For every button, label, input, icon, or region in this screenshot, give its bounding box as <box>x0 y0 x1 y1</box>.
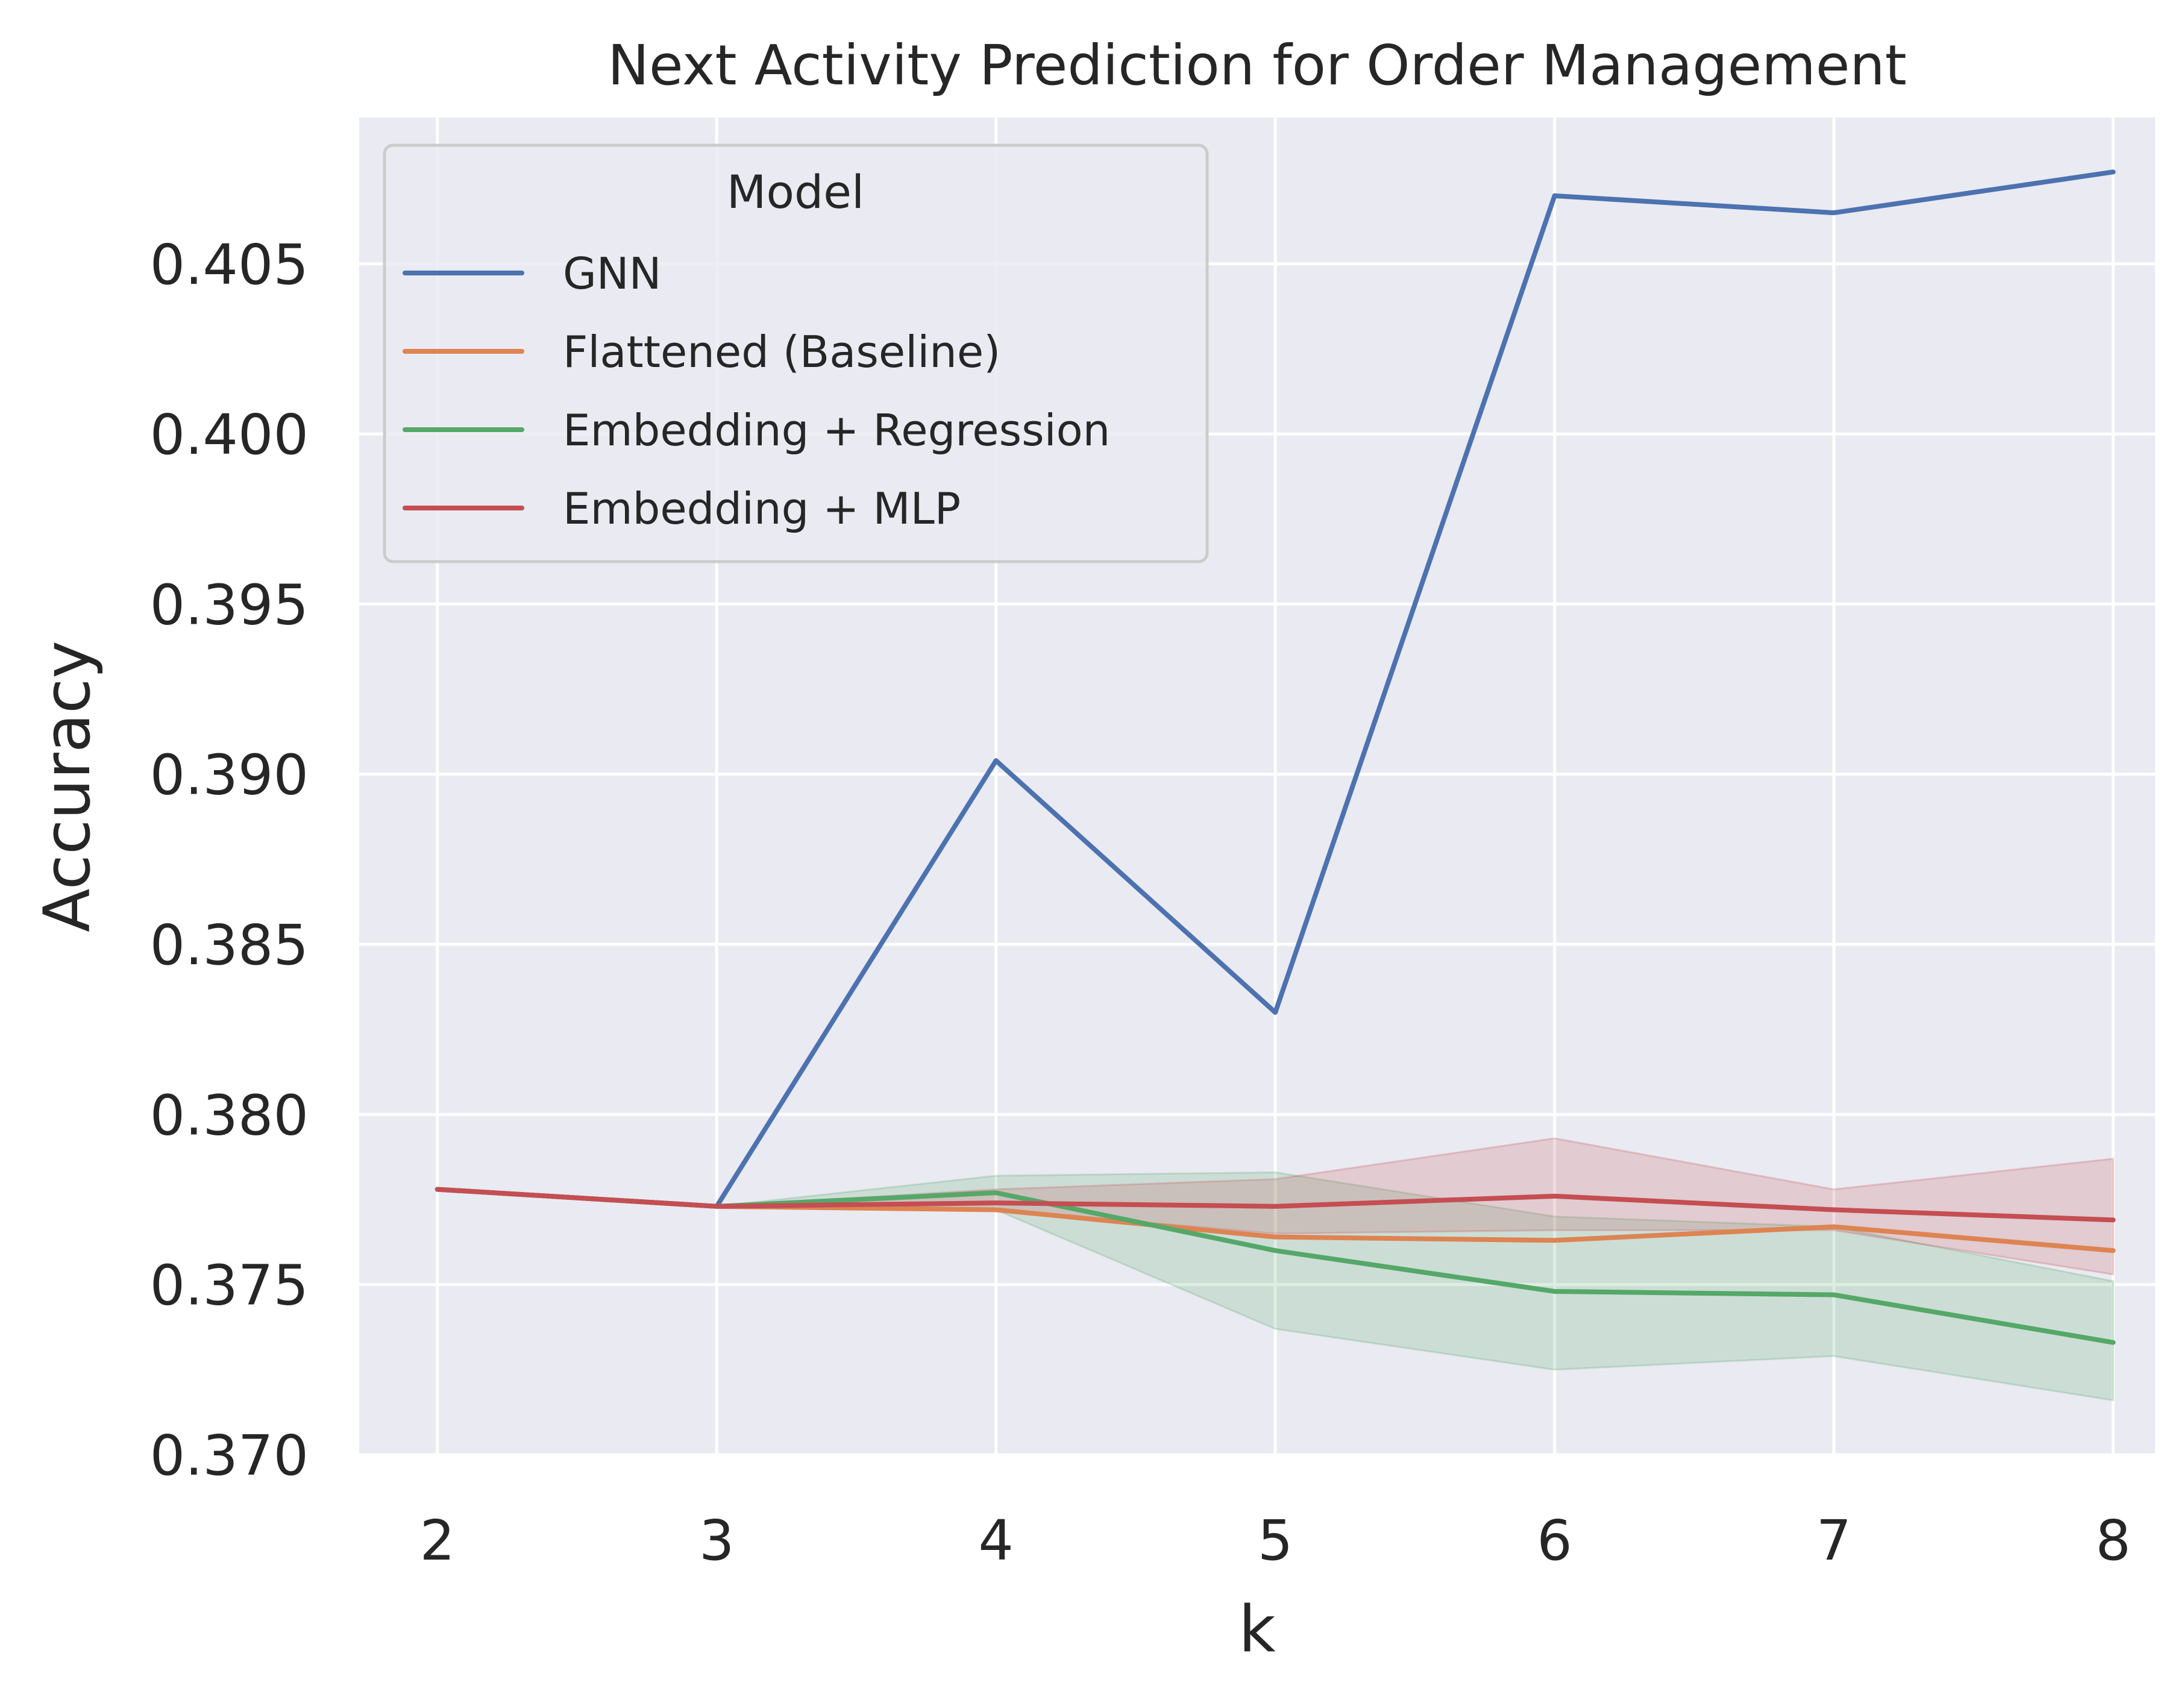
grid-lines <box>359 118 2155 1457</box>
x-tick-label: 8 <box>2095 1508 2131 1573</box>
legend-label-flattened-baseline: Flattened (Baseline) <box>563 327 1000 377</box>
y-tick-label: 0.375 <box>150 1253 309 1318</box>
x-axis-label: k <box>1238 1592 1276 1666</box>
embedding-mlp-line <box>435 1187 2116 1223</box>
legend-title: Model <box>727 165 864 219</box>
series-lines <box>435 169 2116 1345</box>
y-tick-label: 0.380 <box>150 1083 309 1147</box>
x-tick-label: 5 <box>1258 1508 1293 1573</box>
y-tick-label: 0.405 <box>150 233 309 297</box>
y-axis-label: Accuracy <box>30 641 104 932</box>
legend-box <box>383 143 1209 563</box>
y-tick-label: 0.395 <box>150 572 309 637</box>
y-tick-label: 0.390 <box>150 743 309 808</box>
x-tick-label: 7 <box>1816 1508 1852 1573</box>
chart-title: Next Activity Prediction for Order Manag… <box>607 33 1907 98</box>
axis-ticks: 2 3 4 5 6 7 8 0.370 0.375 0.380 0.385 0.390 0.395 0.4… <box>150 233 2131 1573</box>
legend: Model GNN Flattened (Baseline) Embedding +… <box>383 143 1209 563</box>
legend-label-embedding-mlp: Embedding + MLP <box>563 483 961 534</box>
y-tick-label: 0.400 <box>150 403 309 467</box>
x-tick-label: 2 <box>419 1508 455 1573</box>
x-tick-label: 4 <box>978 1508 1014 1573</box>
y-tick-label: 0.385 <box>150 913 309 977</box>
x-tick-label: 3 <box>699 1508 735 1573</box>
y-tick-label: 0.370 <box>150 1423 309 1488</box>
legend-label-gnn: GNN <box>563 248 662 299</box>
legend-items: GNN Flattened (Baseline) Embedding + Regre… <box>403 248 1110 534</box>
x-tick-label: 6 <box>1537 1508 1572 1573</box>
legend-label-embedding-regression: Embedding + Regression <box>563 405 1110 456</box>
